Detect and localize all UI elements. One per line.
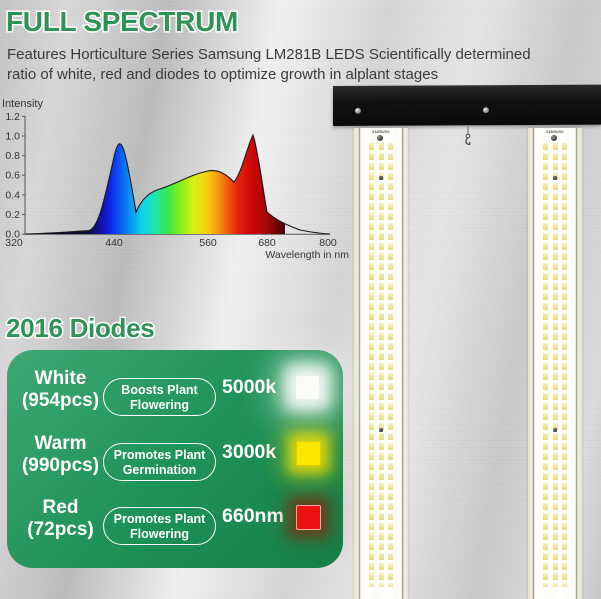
svg-text:0.2: 0.2 — [5, 209, 20, 221]
svg-text:800: 800 — [319, 237, 337, 249]
svg-text:0.8: 0.8 — [5, 150, 20, 162]
svg-text:680: 680 — [258, 237, 276, 249]
svg-text:560: 560 — [199, 237, 217, 249]
svg-text:1.2: 1.2 — [5, 111, 20, 123]
svg-text:0.6: 0.6 — [5, 170, 20, 182]
svg-text:1.0: 1.0 — [5, 131, 20, 143]
svg-text:Intensity: Intensity — [2, 98, 43, 110]
svg-text:320: 320 — [5, 237, 23, 249]
svg-text:Wavelength in nm: Wavelength in nm — [265, 249, 349, 261]
svg-text:0.4: 0.4 — [5, 189, 20, 201]
svg-text:440: 440 — [105, 237, 123, 249]
